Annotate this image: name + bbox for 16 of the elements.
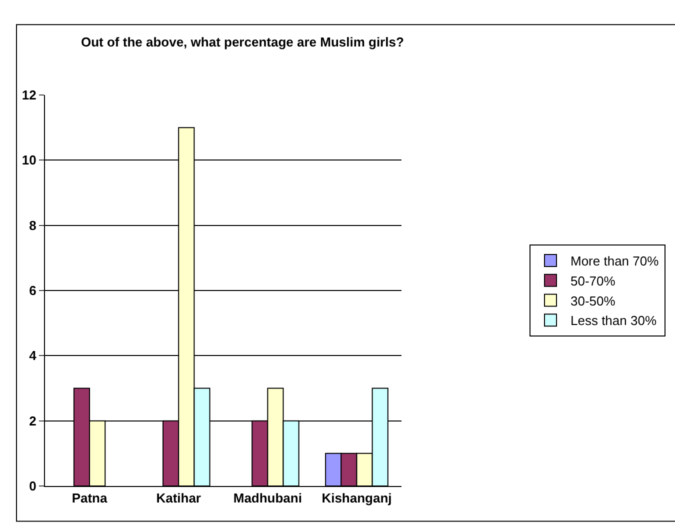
legend-label: 50-70% [570,273,616,288]
legend-label: More than 70% [570,254,660,269]
x-tick-label: Kishanganj [322,490,392,506]
y-tick-label: 10 [22,152,36,168]
y-tick-label: 6 [29,283,36,298]
legend-label: 30-50% [570,293,616,308]
y-tick-label: 4 [29,348,38,364]
y-tick-label: 8 [29,218,36,233]
x-tick-label: Patna [72,490,108,506]
y-tick-label: 2 [29,413,36,428]
y-tick-label: 12 [22,88,36,103]
legend-label: Less than 30% [570,313,657,328]
x-tick-label: Katihar [156,490,201,506]
y-tick-label: 0 [29,478,36,494]
x-tick-label: Madhubani [233,490,302,506]
chart-title: Out of the above, what percentage are Muslim girls? [81,34,404,50]
